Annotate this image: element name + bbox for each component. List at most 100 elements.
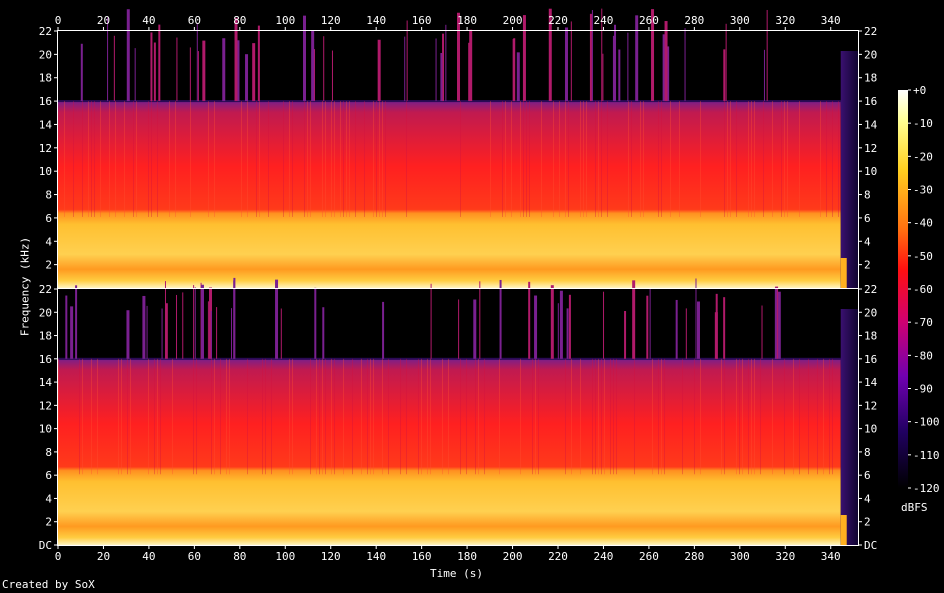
y-tick-label-left: 2 xyxy=(45,259,52,272)
energy-streak xyxy=(604,358,605,475)
x-tick-label-bottom: 40 xyxy=(142,550,155,563)
transient-burst xyxy=(146,305,148,359)
transient-burst xyxy=(126,9,130,102)
transient-burst xyxy=(197,51,199,102)
x-tick-label-top: 140 xyxy=(366,14,386,27)
y-tick-label-left: 14 xyxy=(39,376,53,389)
lowpass-cutoff-line xyxy=(58,357,841,360)
energy-streak xyxy=(247,101,248,217)
energy-streak xyxy=(634,358,635,475)
energy-streak xyxy=(832,358,833,475)
transient-burst xyxy=(763,49,765,102)
energy-streak xyxy=(58,358,59,475)
energy-streak xyxy=(355,101,356,217)
energy-streak xyxy=(772,358,773,475)
energy-streak xyxy=(361,358,362,475)
transient-burst xyxy=(216,307,218,359)
energy-streak xyxy=(316,358,317,475)
energy-streak xyxy=(523,101,524,217)
energy-streak xyxy=(565,101,566,217)
transient-burst xyxy=(566,308,569,359)
transient-burst xyxy=(176,294,178,359)
transient-burst xyxy=(113,35,115,102)
transient-burst xyxy=(685,308,687,359)
colorbar-tick-label: -40 xyxy=(913,217,933,230)
energy-streak xyxy=(208,101,209,217)
energy-streak xyxy=(247,358,248,475)
energy-streak xyxy=(724,101,725,217)
energy-streak xyxy=(385,101,386,217)
y-tick-label-right: 6 xyxy=(864,212,871,225)
energy-streak xyxy=(127,358,128,475)
energy-streak xyxy=(751,101,752,217)
lowpass-cutoff-line xyxy=(58,100,841,103)
energy-streak xyxy=(448,358,449,475)
energy-streak xyxy=(379,101,380,217)
energy-streak xyxy=(658,101,659,217)
transient-burst xyxy=(557,303,559,359)
transient-burst xyxy=(107,17,109,102)
spectral-energy-area xyxy=(58,358,841,545)
transient-burst xyxy=(70,306,74,359)
energy-streak xyxy=(310,358,311,475)
energy-streak xyxy=(373,101,374,217)
energy-streak xyxy=(535,358,536,475)
energy-streak xyxy=(820,101,821,217)
x-tick-label-bottom: 20 xyxy=(97,550,110,563)
transient-burst xyxy=(651,9,655,102)
energy-streak xyxy=(382,101,383,217)
x-tick-label-top: 260 xyxy=(639,14,659,27)
transient-burst xyxy=(245,54,249,102)
energy-streak xyxy=(532,358,533,475)
energy-streak xyxy=(418,358,419,475)
energy-streak xyxy=(190,101,191,217)
energy-streak xyxy=(670,101,671,217)
energy-streak xyxy=(97,358,98,475)
transient-burst xyxy=(252,43,256,102)
transient-burst xyxy=(323,36,325,102)
y-tick-label-left: 10 xyxy=(39,423,52,436)
colorbar-tick-label: -20 xyxy=(913,150,933,163)
y-axis-label: Frequency (kHz) xyxy=(18,236,32,337)
energy-streak xyxy=(310,101,311,217)
transient-burst xyxy=(404,36,406,102)
energy-streak xyxy=(388,358,389,475)
energy-streak xyxy=(370,358,371,475)
energy-streak xyxy=(109,101,110,217)
energy-streak xyxy=(568,101,569,217)
energy-streak xyxy=(808,358,809,475)
y-tick-label-left: 6 xyxy=(45,212,52,225)
x-tick-label-top: 220 xyxy=(548,14,568,27)
colorbar-tick-label: -110 xyxy=(913,449,940,462)
transient-burst xyxy=(684,28,686,102)
energy-streak xyxy=(154,358,155,475)
energy-streak xyxy=(334,358,335,475)
energy-streak xyxy=(538,358,539,475)
track-end-bright-edge xyxy=(840,515,847,545)
energy-streak xyxy=(607,101,608,217)
energy-streak xyxy=(421,358,422,475)
transient-burst xyxy=(499,279,502,359)
channel-1-spectrogram xyxy=(58,8,858,288)
energy-streak xyxy=(148,358,149,475)
transient-burst xyxy=(314,49,316,102)
x-tick-label-top: 280 xyxy=(684,14,704,27)
transient-burst xyxy=(550,285,554,359)
transient-burst xyxy=(194,287,196,359)
energy-streak xyxy=(133,101,134,217)
energy-streak xyxy=(799,101,800,217)
y-tick-label-left: 4 xyxy=(45,235,52,248)
energy-streak xyxy=(229,358,230,475)
energy-streak xyxy=(136,101,137,217)
energy-streak xyxy=(322,358,323,475)
energy-streak xyxy=(172,358,173,475)
y-tick-label-left: 12 xyxy=(39,399,52,412)
transient-burst xyxy=(176,37,178,102)
y-tick-label-right: 16 xyxy=(864,353,877,366)
energy-streak xyxy=(598,101,599,217)
energy-streak xyxy=(160,358,161,475)
energy-streak xyxy=(196,358,197,475)
energy-streak xyxy=(91,101,92,217)
energy-streak xyxy=(376,101,377,217)
y-tick-label-right: 20 xyxy=(864,48,877,61)
